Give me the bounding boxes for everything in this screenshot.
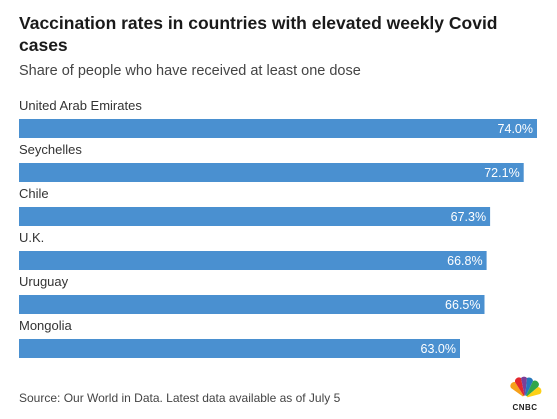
bar xyxy=(19,251,487,270)
bar xyxy=(19,295,485,314)
category-label: Mongolia xyxy=(19,318,73,333)
cnbc-logo: CNBC xyxy=(503,372,547,412)
category-label: United Arab Emirates xyxy=(19,98,142,113)
data-label: 66.8% xyxy=(447,254,482,268)
data-label: 63.0% xyxy=(421,342,456,356)
category-label: U.K. xyxy=(19,230,44,245)
bar xyxy=(19,339,460,358)
category-label: Uruguay xyxy=(19,274,69,289)
bar xyxy=(19,119,537,138)
data-label: 66.5% xyxy=(445,298,480,312)
category-label: Seychelles xyxy=(19,142,82,157)
data-label: 72.1% xyxy=(484,166,519,180)
bar xyxy=(19,207,491,226)
source-note: Source: Our World in Data. Latest data a… xyxy=(19,391,341,405)
data-label: 67.3% xyxy=(451,210,486,224)
bar xyxy=(19,163,524,182)
logo-text: CNBC xyxy=(512,403,538,412)
category-label: Chile xyxy=(19,186,49,201)
chart-subtitle: Share of people who have received at lea… xyxy=(19,63,361,79)
data-label: 74.0% xyxy=(498,122,533,136)
chart-title: Vaccination rates in countries with elev… xyxy=(19,13,498,55)
peacock-icon xyxy=(510,376,542,401)
